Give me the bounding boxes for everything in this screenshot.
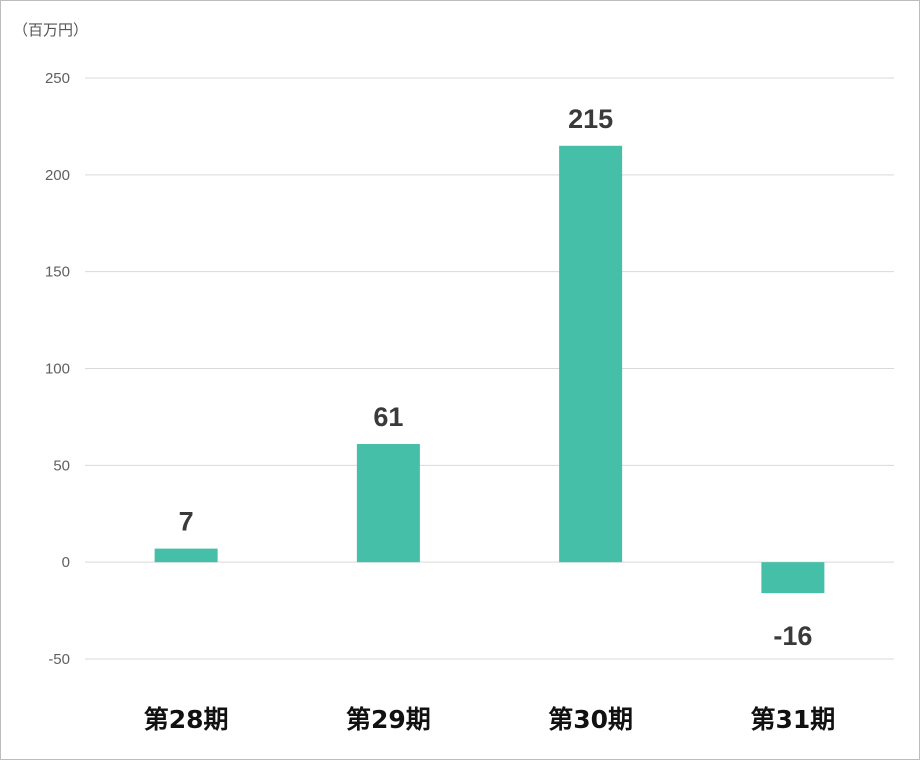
bars: [154, 145, 825, 594]
bar: [559, 145, 623, 563]
y-tick-label: 50: [53, 457, 70, 474]
y-axis-ticks: 250 200 150 100 50 0 -50: [45, 70, 70, 668]
bar: [154, 548, 218, 563]
y-tick-label: 150: [45, 264, 70, 281]
y-tick-label: -50: [48, 651, 70, 668]
y-tick-label: 100: [45, 361, 70, 378]
data-label: 215: [568, 104, 613, 134]
data-labels: 7 61 215 -16: [179, 104, 813, 651]
bar: [761, 562, 825, 594]
x-tick-label: 第28期: [144, 705, 229, 734]
x-axis-ticks: 第28期 第29期 第30期 第31期: [144, 705, 836, 734]
y-tick-label: 200: [45, 167, 70, 184]
y-tick-label: 250: [45, 70, 70, 87]
data-label: 61: [373, 402, 403, 432]
gridlines: [85, 77, 894, 660]
data-label: -16: [773, 621, 812, 651]
data-label: 7: [179, 507, 194, 537]
y-tick-label: 0: [62, 554, 70, 571]
x-tick-label: 第31期: [750, 705, 835, 734]
unit-label: （百万円）: [13, 21, 89, 39]
x-tick-label: 第29期: [346, 705, 431, 734]
x-tick-label: 第30期: [548, 705, 633, 734]
bar: [356, 444, 420, 563]
